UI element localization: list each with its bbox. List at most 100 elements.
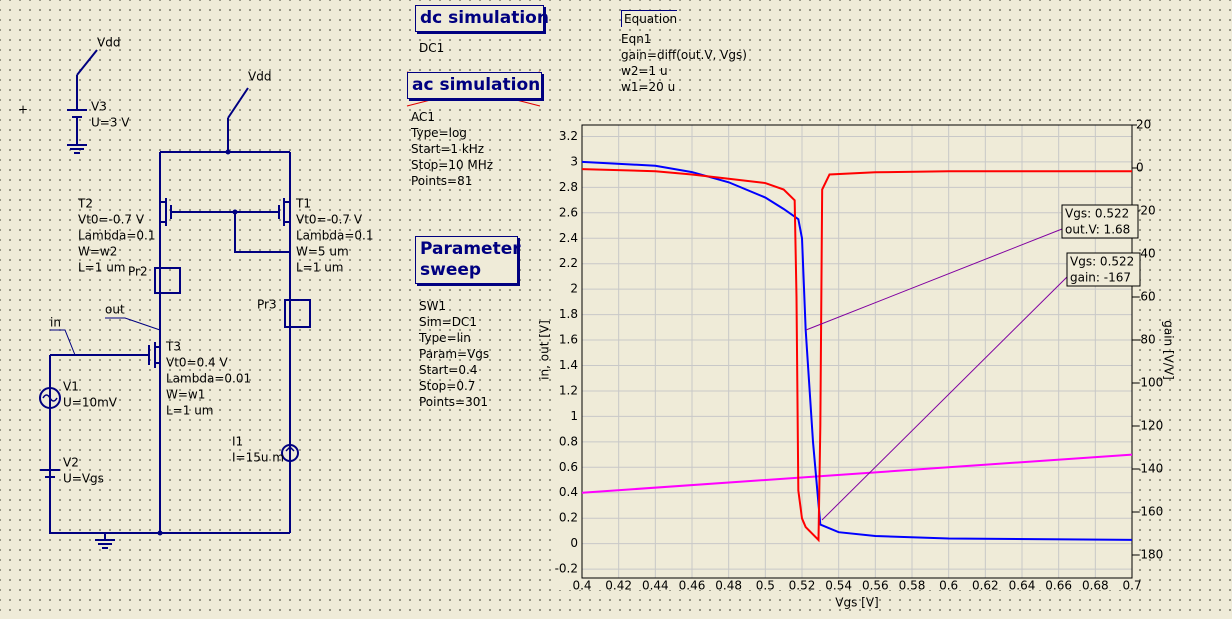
y2-tick-label: -40: [1136, 246, 1156, 260]
x-tick-label: 0.68: [1082, 579, 1109, 593]
y-tick-label: 0.8: [559, 434, 578, 448]
component-param: Lambda=0.01: [166, 372, 251, 386]
node: [157, 530, 163, 536]
component-param: Vt0=-0.7 V: [296, 213, 363, 227]
component-param: Vt0=-0.7 V: [78, 213, 145, 227]
simulation-param: Points=81: [411, 174, 473, 188]
line-series: [581, 453, 1133, 494]
component-param: L=1 um: [296, 261, 343, 275]
simulation-param: Stop=10 MHz: [411, 158, 494, 172]
component-name: T3: [165, 340, 181, 354]
x-axis-label: Vgs [V]: [835, 596, 878, 610]
component-param: Lambda=0.1: [296, 229, 373, 243]
x-tick-label: 0.64: [1009, 579, 1036, 593]
component-param: W=5 um: [296, 245, 349, 259]
marker-text: Vgs: 0.522: [1065, 207, 1129, 221]
probe-label: Pr3: [257, 298, 277, 312]
schematic-wires: [39, 49, 311, 549]
mark: +: [18, 103, 28, 117]
y-tick-label: 1.8: [559, 307, 578, 321]
marker-text: out.V: 1.68: [1065, 223, 1130, 237]
y2-tick-label: -180: [1136, 547, 1163, 561]
equation-line: gain=diff(out.V, Vgs): [621, 48, 747, 62]
wire-label: out: [105, 303, 125, 317]
component-name: V1: [63, 380, 79, 394]
y2-tick-label: -60: [1136, 289, 1156, 303]
current-source: [281, 444, 299, 462]
y2-tick-label: -160: [1136, 504, 1163, 518]
component-name: T2: [77, 197, 93, 211]
x-tick-label: 0.54: [825, 579, 852, 593]
line-series: [581, 168, 1132, 543]
marker-text: gain: -167: [1070, 271, 1131, 285]
equation-line: w1=20 u: [621, 80, 676, 94]
y-tick-label: 0.4: [559, 485, 578, 499]
y2-tick-label: -120: [1136, 418, 1163, 432]
component-name: I1: [232, 435, 243, 449]
component-param: L=1 um: [78, 261, 125, 275]
marker-line: [821, 276, 1068, 521]
simulation-param: AC1: [411, 110, 436, 124]
simulation-param: SW1: [419, 299, 447, 313]
x-tick-label: 0.5: [756, 579, 775, 593]
x-tick-label: 0.44: [642, 579, 669, 593]
y-tick-label: 2.8: [559, 180, 578, 194]
component-name: V2: [63, 456, 79, 470]
chart: 0.4 0.42 0.44 0.46 0.48 0.5 0.52 0.54 0.56 0.58 0.…: [538, 118, 1176, 610]
source: [39, 387, 61, 409]
component-param: W=w2: [78, 245, 117, 259]
equation-title: Equation: [621, 10, 678, 27]
simulation-title: Parameter sweep: [415, 236, 521, 284]
marker-line: [805, 228, 1063, 331]
component-param: Lambda=0.1: [78, 229, 155, 243]
simulation-param: Sim=DC1: [419, 315, 477, 329]
component-param: W=w1: [166, 388, 205, 402]
y2-tick-label: 0: [1136, 160, 1144, 174]
schematic-labels: + Vdd Vdd out in Pr2 Pr3: [18, 36, 277, 330]
y-tick-label: 2.2: [559, 256, 578, 270]
x-tick-label: 0.52: [789, 579, 816, 593]
x-tick-label: 0.56: [862, 579, 889, 593]
component-param: U=Vgs: [63, 472, 104, 486]
y2-tick-label: -80: [1136, 332, 1156, 346]
component-param: Vt0=0.4 V: [166, 356, 229, 370]
component-param: U=3 V: [91, 116, 130, 130]
current-source: [285, 445, 295, 459]
power-label: Vdd: [248, 70, 271, 84]
component-param: U=10mV: [63, 396, 118, 410]
y-tick-label: 0: [570, 536, 578, 550]
source: [42, 394, 58, 402]
simulation-param: Points=301: [419, 395, 489, 409]
probe-label: Pr2: [128, 265, 148, 279]
y2-tick-label: -20: [1136, 203, 1156, 217]
y-tick-label: 3: [570, 154, 578, 168]
component-param: I=15u m: [232, 451, 284, 465]
x-tick-label: 0.4: [572, 579, 591, 593]
simulation-param: Start=1 kHz: [411, 142, 485, 156]
x-tick-label: 0.66: [1045, 579, 1072, 593]
probe: [154, 267, 181, 294]
x-tick-label: 0.58: [899, 579, 926, 593]
y-axis-label: in, out [V]: [538, 320, 552, 380]
marker-box: [1061, 204, 1139, 239]
equation-line: Eqn1: [621, 32, 652, 46]
y-tick-label: 3.2: [559, 129, 578, 143]
wire-label: in: [50, 316, 61, 330]
simulation-param: DC1: [419, 41, 445, 55]
y-tick-label: 0.2: [559, 511, 578, 525]
transistor: [160, 198, 290, 253]
y2-tick-label: -140: [1136, 461, 1163, 475]
plot-area: [553, 125, 1132, 590]
wire: [67, 49, 98, 154]
y2-tick-label: -100: [1136, 375, 1163, 389]
simulation-param: Type=lin: [419, 331, 471, 345]
y-tick-label: 2.6: [559, 205, 578, 219]
simulation-param: Stop=0.7: [419, 379, 476, 393]
x-tick-label: 0.62: [972, 579, 999, 593]
simulation-title: ac simulation: [407, 72, 542, 99]
y-tick-label: 1.2: [559, 383, 578, 397]
probe: [284, 299, 311, 328]
y-tick-label: 2: [570, 282, 578, 296]
battery: [40, 469, 60, 478]
